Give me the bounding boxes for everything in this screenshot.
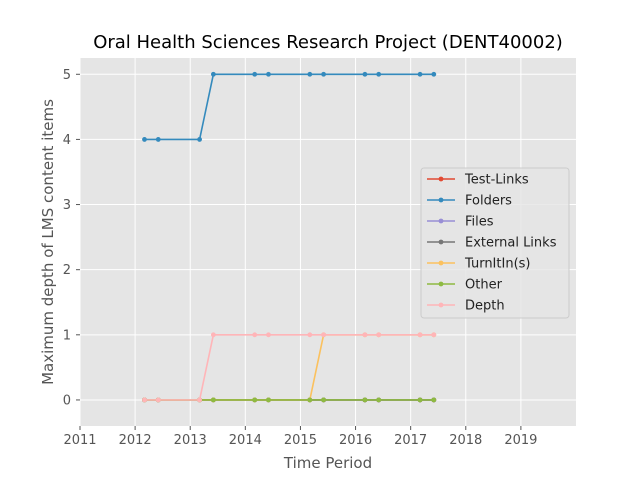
- legend-marker: [438, 260, 444, 266]
- y-tick-label: 2: [63, 263, 71, 278]
- data-point: [210, 71, 216, 77]
- chart-title: Oral Health Sciences Research Project (D…: [93, 32, 563, 53]
- data-point: [362, 332, 368, 338]
- x-tick-label: 2012: [119, 433, 152, 448]
- data-point: [197, 137, 202, 142]
- data-point: [362, 71, 368, 77]
- x-tick-label: 2011: [63, 433, 96, 448]
- data-point: [155, 137, 161, 142]
- series-lines: [142, 71, 437, 403]
- data-point: [431, 397, 437, 403]
- legend-item: External Links: [427, 236, 557, 251]
- y-axis-ticks: 0 1 2 3 4 5: [63, 68, 80, 408]
- legend-marker: [438, 176, 444, 182]
- x-tick-label: 2016: [339, 433, 372, 448]
- data-point: [210, 332, 216, 338]
- data-point: [197, 397, 202, 403]
- x-tick-label: 2018: [449, 433, 482, 448]
- legend-item: Files: [427, 215, 494, 230]
- x-axis-label: Time Period: [283, 454, 372, 472]
- data-point: [417, 332, 423, 338]
- data-point: [252, 71, 258, 77]
- data-point: [252, 397, 258, 403]
- legend-label: Test-Links: [464, 173, 529, 188]
- data-point: [417, 397, 423, 403]
- legend-label: Other: [465, 278, 503, 293]
- data-point: [266, 332, 271, 338]
- data-point: [266, 71, 271, 77]
- data-point: [155, 397, 161, 403]
- legend-item: Depth: [427, 299, 505, 314]
- data-point: [307, 397, 313, 403]
- y-axis-label: Maximum depth of LMS content items: [39, 99, 57, 385]
- legend-marker: [438, 239, 444, 245]
- x-tick-label: 2014: [229, 433, 262, 448]
- series-depth: [142, 332, 437, 403]
- x-tick-label: 2013: [174, 433, 207, 448]
- legend-label: External Links: [465, 236, 557, 251]
- y-tick-label: 5: [63, 68, 71, 83]
- legend-label: TurnItIn(s): [464, 257, 530, 272]
- data-point: [431, 71, 437, 77]
- x-tick-label: 2015: [284, 433, 317, 448]
- data-point: [321, 71, 326, 77]
- series-folders: [142, 71, 437, 142]
- legend-item: Folders: [427, 194, 512, 209]
- series-line: [144, 334, 434, 401]
- data-point: [142, 397, 147, 403]
- legend-marker: [438, 281, 444, 287]
- x-tick-label: 2017: [394, 433, 427, 448]
- x-axis-ticks: 2011 2012 2013 2014 2015 2016 2017 2018 2019: [63, 426, 537, 448]
- legend-marker: [438, 197, 444, 203]
- legend: Test-Links Folders Files External Links Turn…: [420, 167, 570, 319]
- series-line: [144, 73, 434, 141]
- x-tick-label: 2019: [504, 433, 537, 448]
- legend-item: Test-Links: [427, 173, 529, 188]
- y-tick-label: 0: [63, 393, 71, 408]
- data-point: [376, 332, 382, 338]
- y-tick-label: 4: [63, 133, 71, 148]
- legend-box: [420, 167, 570, 319]
- y-tick-label: 1: [63, 328, 71, 343]
- legend-label: Files: [465, 215, 494, 230]
- data-point: [376, 71, 382, 77]
- legend-label: Depth: [465, 299, 505, 314]
- legend-item: Other: [427, 278, 503, 293]
- data-point: [417, 71, 423, 77]
- data-point: [321, 332, 326, 338]
- data-point: [252, 332, 258, 338]
- legend-marker: [438, 218, 444, 224]
- data-point: [431, 332, 437, 338]
- data-point: [307, 332, 313, 338]
- data-point: [142, 137, 147, 142]
- data-point: [362, 397, 368, 403]
- data-point: [210, 397, 216, 403]
- legend-label: Folders: [465, 194, 512, 209]
- data-point: [321, 397, 326, 403]
- legend-marker: [438, 302, 444, 308]
- data-point: [376, 397, 382, 403]
- y-tick-label: 3: [63, 198, 71, 213]
- data-point: [307, 71, 313, 77]
- legend-item: TurnItIn(s): [427, 257, 530, 272]
- data-point: [266, 397, 271, 403]
